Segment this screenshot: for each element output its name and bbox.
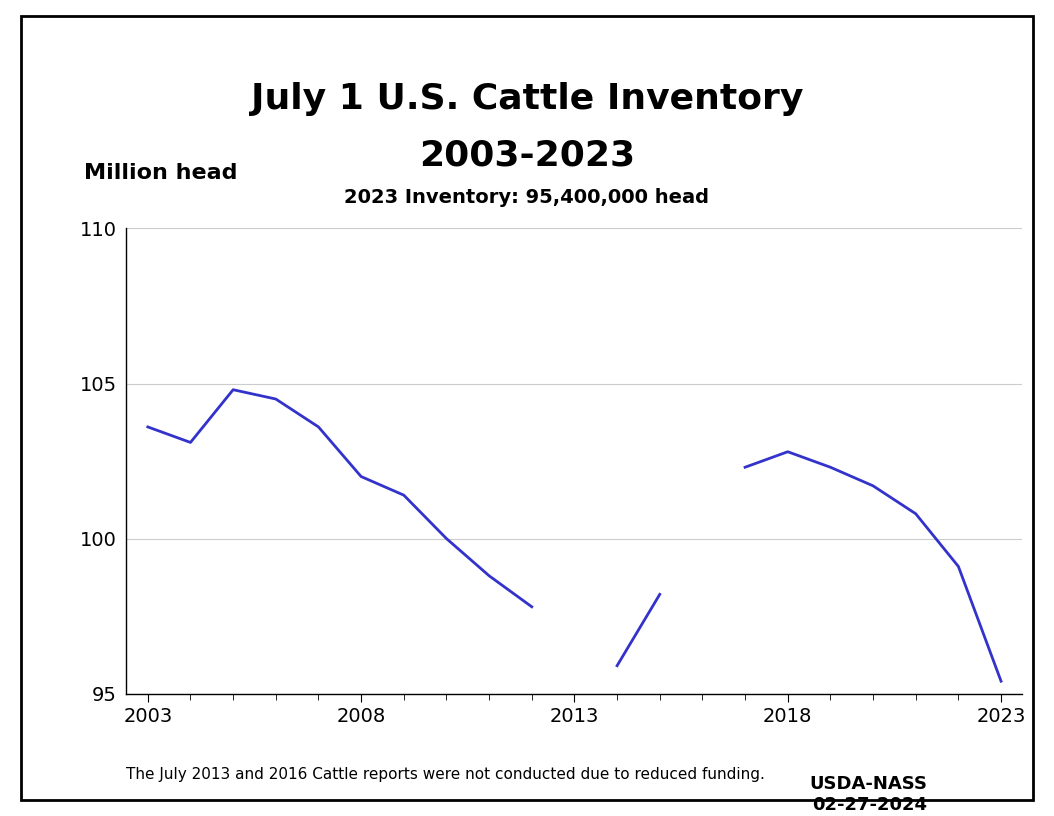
- Text: 2023 Inventory: 95,400,000 head: 2023 Inventory: 95,400,000 head: [345, 188, 709, 206]
- Text: Million head: Million head: [84, 163, 238, 184]
- Text: USDA-NASS
02-27-2024: USDA-NASS 02-27-2024: [809, 775, 928, 814]
- Text: 2003-2023: 2003-2023: [418, 139, 636, 173]
- Text: The July 2013 and 2016 Cattle reports were not conducted due to reduced funding.: The July 2013 and 2016 Cattle reports we…: [126, 767, 765, 782]
- Text: July 1 U.S. Cattle Inventory: July 1 U.S. Cattle Inventory: [251, 82, 803, 116]
